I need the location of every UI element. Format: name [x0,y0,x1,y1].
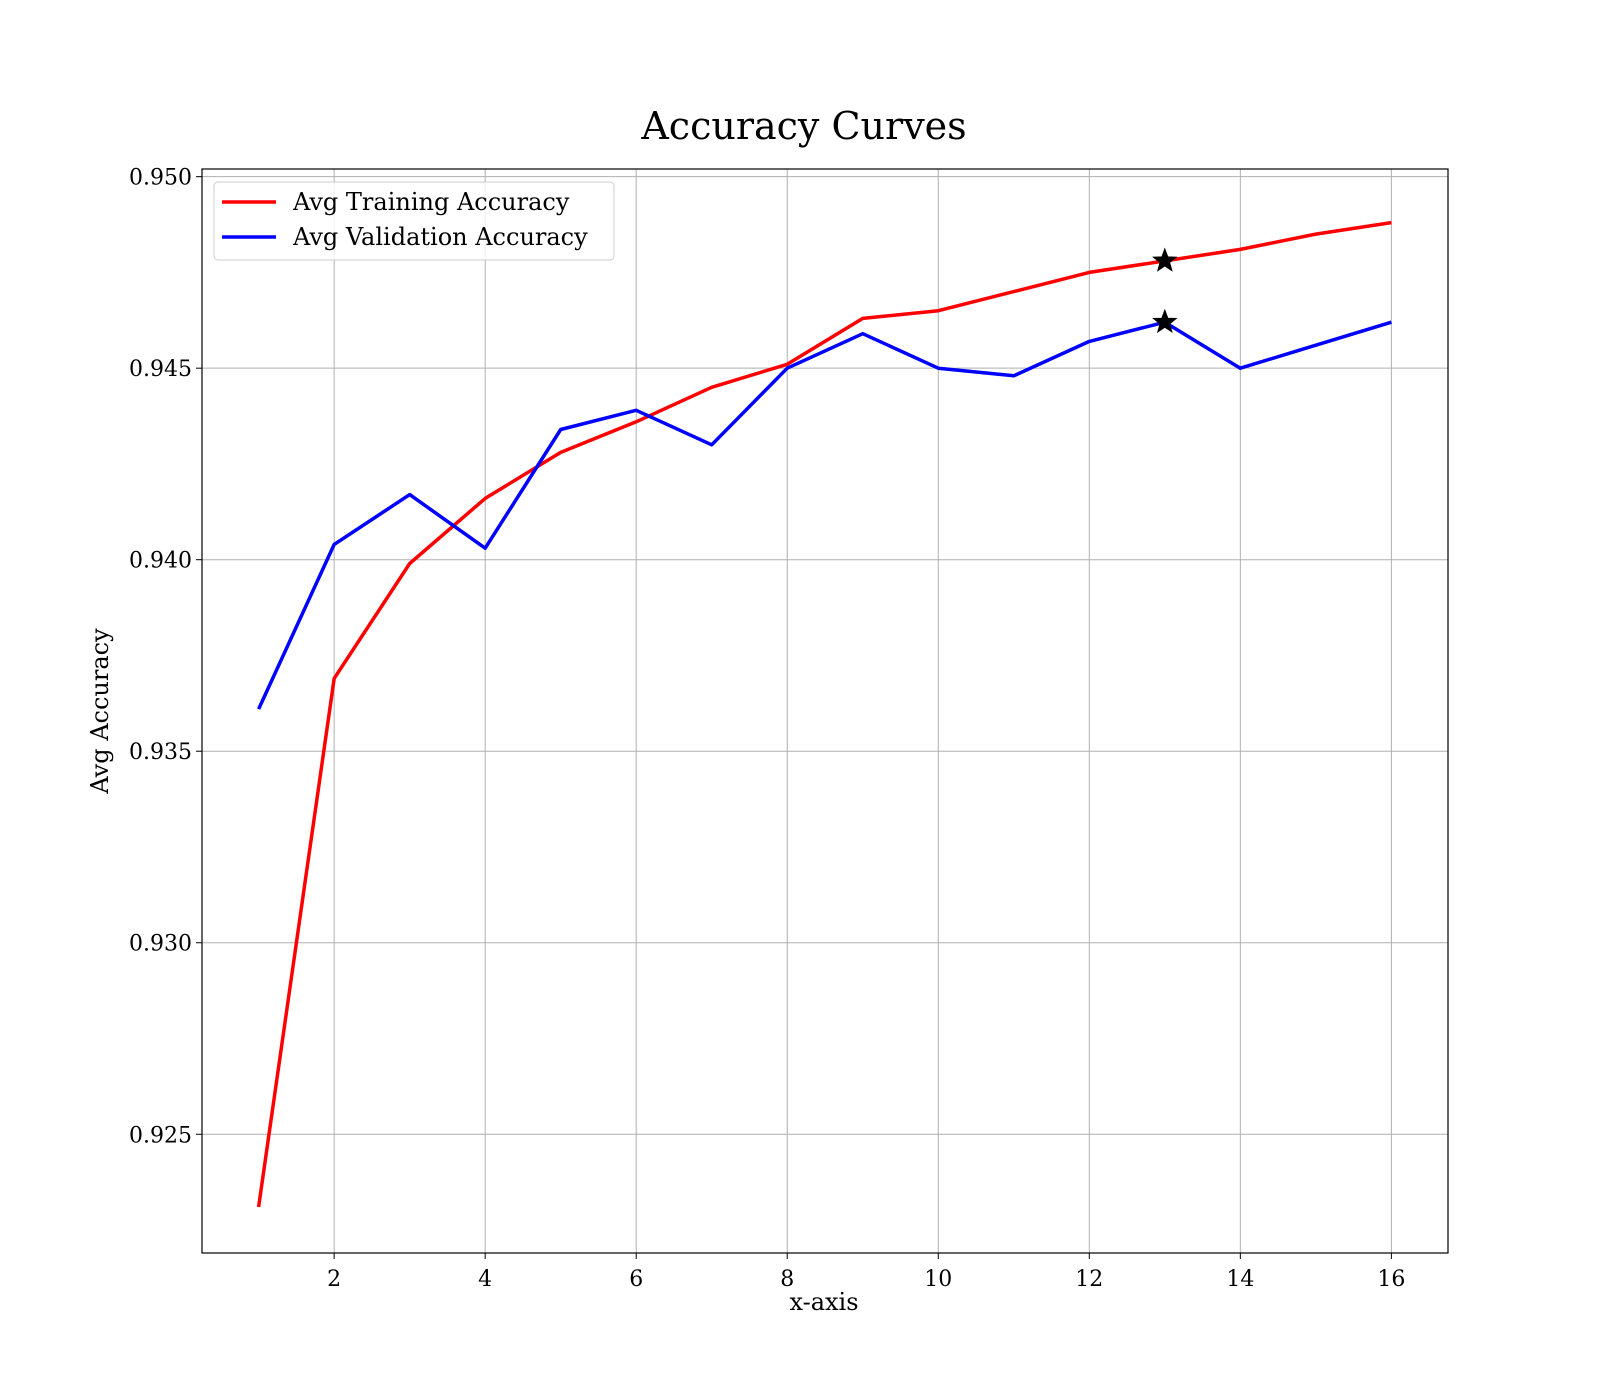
best-markers [1152,247,1178,334]
x-tick-label: 16 [1377,1267,1405,1292]
x-tick-label: 12 [1075,1267,1103,1292]
y-tick-label: 0.930 [129,932,192,957]
legend: Avg Training Accuracy Avg Validation Accu… [213,181,615,261]
y-axis-label: Avg Accuracy [86,628,114,795]
x-tick-label: 14 [1226,1267,1254,1292]
x-axis-label: x-axis [789,1288,858,1316]
legend-box [213,181,615,261]
y-tick-label: 0.950 [129,166,192,191]
series-lines [256,220,1392,1208]
x-tick-label: 8 [780,1267,794,1292]
best-accuracy-star-marker [1152,308,1178,334]
y-tick-label: 0.940 [129,549,192,574]
y-tick-label: 0.935 [129,740,192,765]
legend-label: Avg Training Accuracy [292,188,570,216]
best-accuracy-star-marker [1152,247,1178,272]
x-tick-label: 10 [924,1267,952,1292]
axis-ticks: 2 4 6 8 10 12 14 16 0.925 0.930 0.935 0.940 0.945 0.9… [129,166,1405,1292]
chart-title: Accuracy Curves [640,104,966,148]
legend-label: Avg Validation Accuracy [292,223,588,251]
x-tick-label: 2 [327,1267,341,1292]
x-tick-label: 6 [629,1267,643,1292]
series-line-training [256,220,1392,1208]
series-line-validation [257,320,1392,710]
x-tick-label: 4 [478,1267,492,1292]
y-tick-label: 0.945 [129,357,192,382]
grid [202,169,1448,1253]
plot-frame [201,168,1449,1254]
y-tick-label: 0.925 [129,1123,192,1148]
